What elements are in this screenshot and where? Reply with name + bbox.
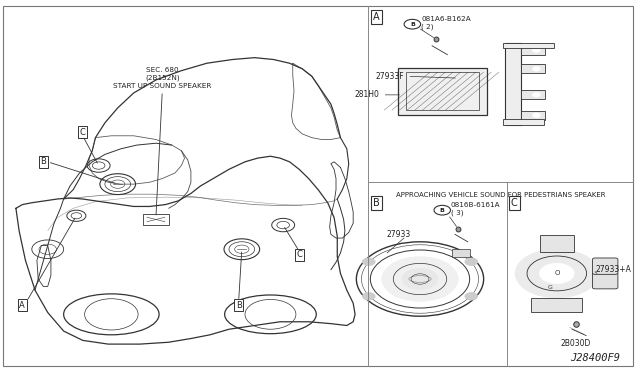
FancyBboxPatch shape <box>593 272 618 289</box>
Text: 2B030D: 2B030D <box>561 339 591 347</box>
Text: B: B <box>373 198 380 208</box>
FancyBboxPatch shape <box>397 68 487 115</box>
Text: B: B <box>236 301 241 310</box>
FancyBboxPatch shape <box>503 43 554 48</box>
FancyBboxPatch shape <box>540 235 574 252</box>
Circle shape <box>382 257 458 301</box>
FancyBboxPatch shape <box>531 298 582 312</box>
Text: A: A <box>19 301 25 310</box>
FancyBboxPatch shape <box>452 249 470 257</box>
Text: 081A6-B162A
( 2): 081A6-B162A ( 2) <box>421 16 471 30</box>
FancyBboxPatch shape <box>504 43 520 125</box>
Circle shape <box>540 263 574 283</box>
Text: C: C <box>80 128 86 137</box>
Text: O: O <box>554 270 559 276</box>
Text: B: B <box>410 22 415 27</box>
Text: G: G <box>548 285 553 291</box>
Text: C: C <box>296 250 302 259</box>
Text: APPROACHING VEHICLE SOUND FOR PEDESTRIANS SPEAKER: APPROACHING VEHICLE SOUND FOR PEDESTRIAN… <box>396 192 605 198</box>
Text: B: B <box>440 208 445 213</box>
Circle shape <box>362 258 375 266</box>
Circle shape <box>465 258 477 266</box>
Circle shape <box>245 299 296 329</box>
Circle shape <box>532 67 540 71</box>
FancyBboxPatch shape <box>520 90 545 99</box>
Circle shape <box>465 293 477 300</box>
Text: SEC. 680
(2B152N)
START UP SOUND SPEAKER: SEC. 680 (2B152N) START UP SOUND SPEAKER <box>113 67 211 89</box>
FancyBboxPatch shape <box>520 111 545 120</box>
Text: 0816B-6161A
( 3): 0816B-6161A ( 3) <box>451 202 500 216</box>
Text: 27933+A: 27933+A <box>595 265 631 274</box>
FancyBboxPatch shape <box>520 64 545 73</box>
Circle shape <box>532 48 540 52</box>
Circle shape <box>532 93 540 97</box>
Circle shape <box>515 249 598 298</box>
FancyBboxPatch shape <box>593 258 618 275</box>
Text: 281H0: 281H0 <box>355 90 380 99</box>
Text: B: B <box>40 157 46 166</box>
Circle shape <box>402 269 438 289</box>
Text: J28400F9: J28400F9 <box>570 353 620 363</box>
Circle shape <box>532 113 540 118</box>
Text: 27933F: 27933F <box>376 72 404 81</box>
Text: 27933: 27933 <box>387 230 411 239</box>
FancyBboxPatch shape <box>143 214 168 225</box>
Circle shape <box>362 292 375 300</box>
Text: A: A <box>373 12 380 22</box>
Circle shape <box>552 270 562 276</box>
Text: C: C <box>511 198 518 208</box>
FancyBboxPatch shape <box>503 119 544 125</box>
FancyBboxPatch shape <box>520 46 545 55</box>
Circle shape <box>84 299 138 330</box>
